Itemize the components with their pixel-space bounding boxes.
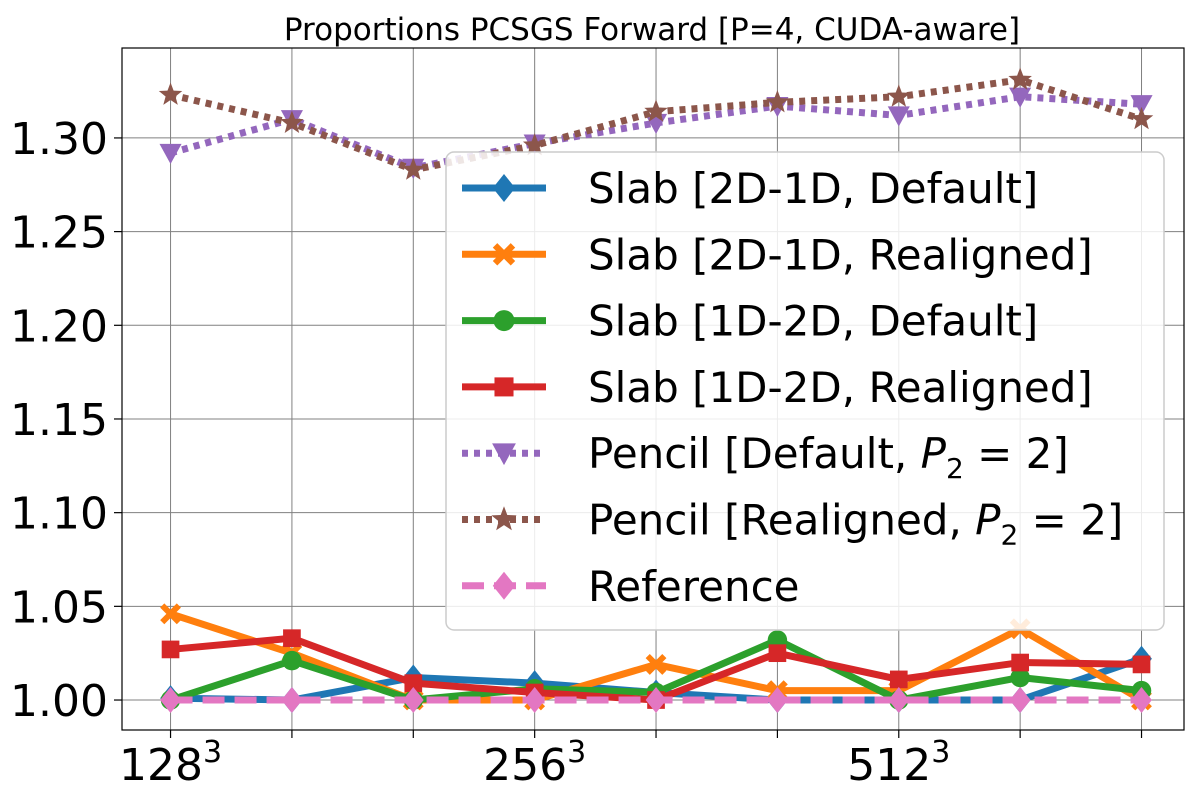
series-5-point-2 [401, 157, 426, 180]
series-4-point-6 [887, 106, 910, 127]
series-1-point-4 [645, 654, 667, 675]
legend-label-0: Slab [2D-1D, Default] [588, 164, 1038, 213]
legend-marker-6 [492, 571, 516, 600]
series-line-4 [169, 93, 1142, 172]
series-3-point-0 [161, 640, 180, 659]
legend-label-6: Reference [588, 562, 800, 611]
series-6-point-8 [1131, 687, 1152, 714]
series-2-point-7 [1010, 667, 1030, 688]
y-tick-label-5: 1.25 [10, 208, 108, 259]
series-6-point-5 [767, 687, 788, 714]
x-tick-label-6: 5123 [847, 735, 950, 791]
series-6-point-1 [281, 687, 303, 714]
legend-marker-3 [494, 377, 514, 397]
series-2-point-1 [282, 650, 302, 671]
legend-label-1: Slab [2D-1D, Realigned] [588, 230, 1093, 279]
series-6 [160, 687, 1152, 714]
legend-label-4: Pencil [Default, P2 = 2] [588, 429, 1069, 485]
legend-label-5: Pencil [Realigned, P2 = 2] [588, 496, 1123, 552]
x-tick-label-0: 1283 [119, 735, 222, 791]
series-6-point-0 [160, 687, 181, 714]
legend-marker-0 [492, 174, 516, 202]
series-6-point-6 [888, 687, 910, 714]
legend-marker-4 [492, 443, 516, 466]
series-5-point-6 [887, 84, 911, 107]
y-tick-label-0: 1.00 [10, 676, 108, 727]
series-3-point-5 [768, 644, 787, 663]
series-6-point-4 [645, 687, 667, 714]
legend-marker-1 [492, 243, 516, 266]
series-3-point-7 [1011, 653, 1029, 672]
series-3-point-6 [889, 670, 908, 689]
y-tick-label-4: 1.20 [10, 301, 108, 352]
y-tick-label-3: 1.15 [10, 395, 108, 446]
series-5-point-5 [765, 89, 790, 113]
series-5-point-8 [1129, 106, 1154, 130]
plot-frame [121, 47, 1185, 731]
series-layer [158, 67, 1154, 714]
series-3-point-8 [1132, 655, 1151, 674]
series-6-point-2 [402, 687, 424, 714]
series-6-point-3 [524, 687, 546, 714]
series-3-point-1 [283, 629, 301, 648]
series-5 [158, 67, 1154, 180]
x-axis: 1283 2563 5123 [119, 730, 1143, 791]
series-5-point-7 [1008, 67, 1032, 90]
series-5-point-1 [280, 110, 304, 133]
y-tick-label-6: 1.30 [10, 114, 108, 165]
legend-marker-2 [493, 310, 515, 332]
series-4-point-0 [159, 143, 182, 164]
legend-box [445, 151, 1165, 631]
x-tick-label-3: 2563 [483, 735, 586, 791]
y-axis: 1.00 1.05 1.10 1.15 1.20 1.25 1.30 [10, 114, 122, 727]
y-tick-label-2: 1.10 [10, 489, 108, 540]
series-4-point-7 [1009, 87, 1032, 108]
series-3-point-2 [404, 674, 423, 692]
legend-label-2: Slab [1D-2D, Default] [588, 297, 1038, 346]
series-4-point-8 [1130, 95, 1153, 116]
legend-label-3: Slab [1D-2D, Realigned] [588, 363, 1093, 412]
series-5-point-4 [644, 99, 668, 122]
series-5-point-0 [158, 82, 183, 105]
series-1-point-0 [160, 603, 181, 625]
legend-marker-5 [491, 506, 517, 531]
chart-title: Proportions PCSGS Forward [P=4, CUDA-awa… [284, 12, 1020, 48]
legend: Slab [2D-1D, Default] Slab [2D-1D, Realig… [445, 151, 1165, 631]
series-5-point-3 [522, 133, 547, 156]
series-6-point-7 [1009, 687, 1031, 714]
y-tick-label-1: 1.05 [10, 582, 108, 633]
